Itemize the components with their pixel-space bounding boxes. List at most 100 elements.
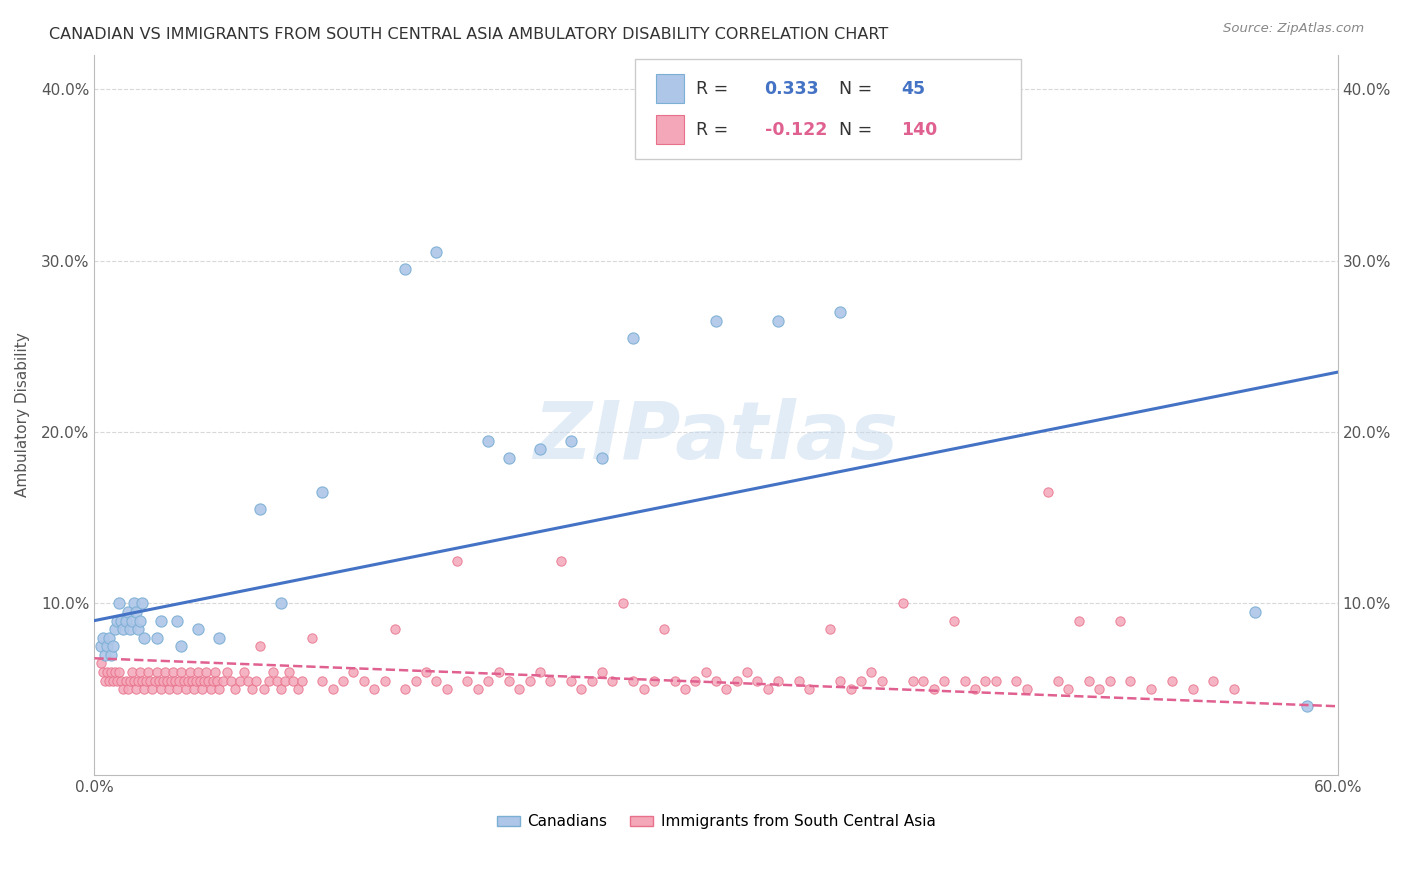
- Point: [995, 125, 1018, 139]
- Point: [249, 640, 271, 654]
- Point: [287, 682, 309, 697]
- Text: -0.122: -0.122: [765, 120, 827, 138]
- Point: [1098, 673, 1121, 688]
- Point: [943, 614, 966, 628]
- Point: [236, 673, 259, 688]
- Point: [143, 673, 166, 688]
- Text: ZIPatlas: ZIPatlas: [533, 398, 898, 475]
- Point: [193, 673, 215, 688]
- Text: R =: R =: [696, 120, 734, 138]
- Point: [394, 682, 416, 697]
- Point: [673, 682, 696, 697]
- Point: [633, 682, 655, 697]
- Point: [963, 682, 986, 697]
- Point: [415, 665, 437, 679]
- Point: [114, 673, 136, 688]
- Point: [839, 682, 862, 697]
- Point: [135, 673, 157, 688]
- Point: [704, 314, 727, 328]
- Point: [129, 614, 152, 628]
- Point: [145, 665, 167, 679]
- Point: [652, 622, 675, 636]
- Point: [98, 673, 121, 688]
- Point: [467, 682, 489, 697]
- Point: [104, 622, 127, 636]
- Point: [129, 665, 152, 679]
- Point: [278, 665, 301, 679]
- Point: [405, 673, 427, 688]
- Point: [1295, 699, 1317, 714]
- FancyBboxPatch shape: [636, 59, 1021, 160]
- Point: [179, 665, 201, 679]
- Point: [311, 485, 333, 500]
- Point: [131, 597, 153, 611]
- Point: [125, 682, 148, 697]
- Bar: [657, 115, 683, 145]
- Point: [569, 682, 592, 697]
- Point: [91, 631, 114, 645]
- Text: N =: N =: [839, 120, 877, 138]
- Point: [117, 605, 139, 619]
- Point: [581, 673, 603, 688]
- Point: [183, 682, 205, 697]
- Point: [529, 442, 551, 457]
- Point: [1243, 605, 1265, 619]
- Point: [125, 605, 148, 619]
- Point: [149, 614, 172, 628]
- Point: [212, 673, 235, 688]
- Point: [488, 665, 510, 679]
- Point: [201, 673, 224, 688]
- Point: [353, 673, 375, 688]
- Point: [110, 673, 132, 688]
- Point: [249, 502, 271, 516]
- Point: [127, 622, 149, 636]
- Point: [139, 673, 162, 688]
- Point: [932, 673, 955, 688]
- Point: [436, 682, 458, 697]
- Point: [205, 673, 228, 688]
- Point: [591, 450, 613, 465]
- Point: [91, 665, 114, 679]
- Point: [112, 622, 135, 636]
- Point: [274, 673, 297, 688]
- Text: R =: R =: [696, 79, 734, 97]
- Point: [257, 673, 280, 688]
- Point: [446, 553, 468, 567]
- Point: [643, 673, 665, 688]
- Point: [157, 682, 180, 697]
- Point: [1181, 682, 1204, 697]
- Point: [188, 673, 211, 688]
- Point: [118, 622, 141, 636]
- Point: [208, 682, 231, 697]
- Point: [787, 673, 810, 688]
- Point: [166, 614, 188, 628]
- Point: [117, 682, 139, 697]
- Point: [96, 665, 118, 679]
- Point: [1015, 682, 1038, 697]
- Point: [912, 673, 935, 688]
- Point: [363, 682, 385, 697]
- Point: [1067, 614, 1090, 628]
- Point: [498, 673, 520, 688]
- Point: [716, 682, 738, 697]
- Point: [100, 648, 122, 662]
- Point: [110, 614, 132, 628]
- Point: [1202, 673, 1225, 688]
- Point: [145, 631, 167, 645]
- Point: [799, 682, 821, 697]
- Point: [169, 673, 191, 688]
- Point: [456, 673, 478, 688]
- Text: 45: 45: [901, 79, 925, 97]
- Point: [756, 682, 779, 697]
- Point: [394, 262, 416, 277]
- Point: [266, 673, 288, 688]
- Point: [270, 597, 292, 611]
- Text: N =: N =: [839, 79, 877, 97]
- Point: [122, 597, 145, 611]
- Point: [253, 682, 276, 697]
- Point: [519, 673, 541, 688]
- Point: [291, 673, 314, 688]
- Point: [148, 673, 170, 688]
- Point: [232, 665, 254, 679]
- Point: [270, 682, 292, 697]
